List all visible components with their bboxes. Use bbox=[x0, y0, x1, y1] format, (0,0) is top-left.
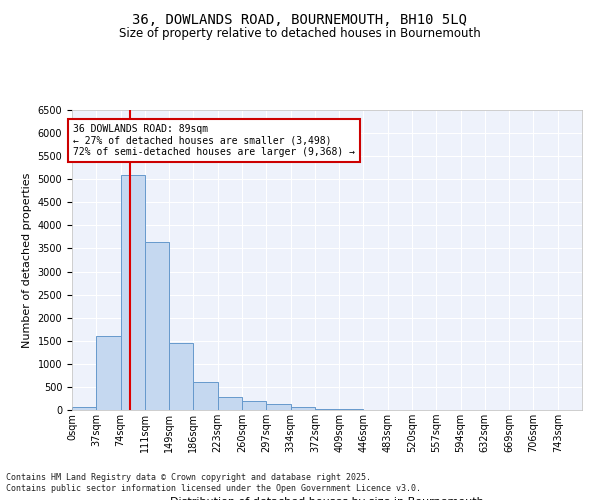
Bar bbox=[315, 409, 339, 410]
Text: Size of property relative to detached houses in Bournemouth: Size of property relative to detached ho… bbox=[119, 28, 481, 40]
Text: 36, DOWLANDS ROAD, BOURNEMOUTH, BH10 5LQ: 36, DOWLANDS ROAD, BOURNEMOUTH, BH10 5LQ bbox=[133, 12, 467, 26]
Bar bbox=[218, 396, 242, 410]
Bar bbox=[121, 174, 145, 410]
Bar bbox=[242, 401, 266, 410]
Bar bbox=[72, 407, 96, 410]
Text: Contains public sector information licensed under the Open Government Licence v3: Contains public sector information licen… bbox=[6, 484, 421, 493]
Y-axis label: Number of detached properties: Number of detached properties bbox=[22, 172, 32, 348]
Text: 36 DOWLANDS ROAD: 89sqm
← 27% of detached houses are smaller (3,498)
72% of semi: 36 DOWLANDS ROAD: 89sqm ← 27% of detache… bbox=[73, 124, 355, 157]
Bar bbox=[193, 382, 218, 410]
Bar bbox=[266, 404, 290, 410]
Bar bbox=[145, 242, 169, 410]
Bar bbox=[96, 336, 121, 410]
X-axis label: Distribution of detached houses by size in Bournemouth: Distribution of detached houses by size … bbox=[170, 496, 484, 500]
Bar bbox=[290, 407, 315, 410]
Bar bbox=[169, 343, 193, 410]
Text: Contains HM Land Registry data © Crown copyright and database right 2025.: Contains HM Land Registry data © Crown c… bbox=[6, 472, 371, 482]
